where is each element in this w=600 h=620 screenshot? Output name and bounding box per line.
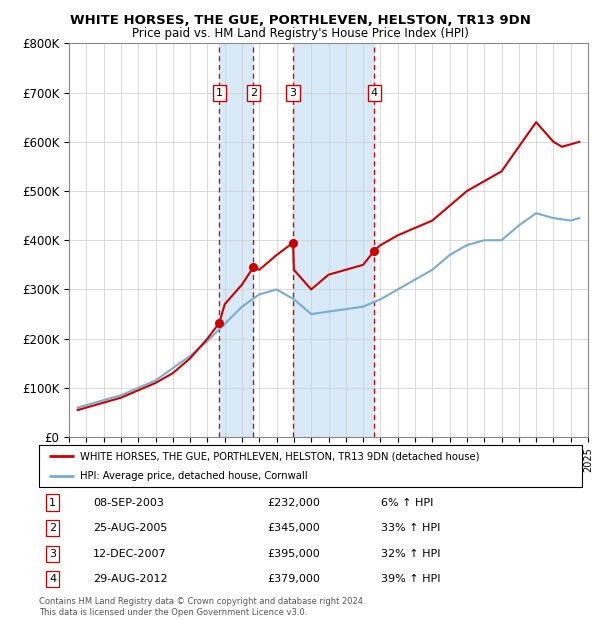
Text: WHITE HORSES, THE GUE, PORTHLEVEN, HELSTON, TR13 9DN (detached house): WHITE HORSES, THE GUE, PORTHLEVEN, HELST… xyxy=(80,451,479,461)
Text: WHITE HORSES, THE GUE, PORTHLEVEN, HELSTON, TR13 9DN: WHITE HORSES, THE GUE, PORTHLEVEN, HELST… xyxy=(70,14,530,27)
Text: 6% ↑ HPI: 6% ↑ HPI xyxy=(381,498,433,508)
Text: 3: 3 xyxy=(49,549,56,559)
Text: HPI: Average price, detached house, Cornwall: HPI: Average price, detached house, Corn… xyxy=(80,471,307,481)
Text: 4: 4 xyxy=(49,574,56,584)
Text: Contains HM Land Registry data © Crown copyright and database right 2024.
This d: Contains HM Land Registry data © Crown c… xyxy=(39,598,365,617)
Text: 33% ↑ HPI: 33% ↑ HPI xyxy=(381,523,440,533)
Text: 4: 4 xyxy=(371,87,378,97)
Text: 39% ↑ HPI: 39% ↑ HPI xyxy=(381,574,440,584)
Text: £232,000: £232,000 xyxy=(267,498,320,508)
Bar xyxy=(220,43,253,437)
Text: 2: 2 xyxy=(250,87,257,97)
FancyBboxPatch shape xyxy=(39,445,582,487)
Text: Price paid vs. HM Land Registry's House Price Index (HPI): Price paid vs. HM Land Registry's House … xyxy=(131,27,469,40)
Text: £395,000: £395,000 xyxy=(267,549,320,559)
Text: 1: 1 xyxy=(216,87,223,97)
Text: 12-DEC-2007: 12-DEC-2007 xyxy=(94,549,167,559)
Text: 3: 3 xyxy=(290,87,296,97)
Text: 29-AUG-2012: 29-AUG-2012 xyxy=(94,574,168,584)
Text: 08-SEP-2003: 08-SEP-2003 xyxy=(94,498,164,508)
Text: 2: 2 xyxy=(49,523,56,533)
Bar xyxy=(293,43,374,437)
Text: 25-AUG-2005: 25-AUG-2005 xyxy=(94,523,167,533)
Text: £379,000: £379,000 xyxy=(267,574,320,584)
Text: 32% ↑ HPI: 32% ↑ HPI xyxy=(381,549,440,559)
Text: £345,000: £345,000 xyxy=(267,523,320,533)
Text: 1: 1 xyxy=(49,498,56,508)
